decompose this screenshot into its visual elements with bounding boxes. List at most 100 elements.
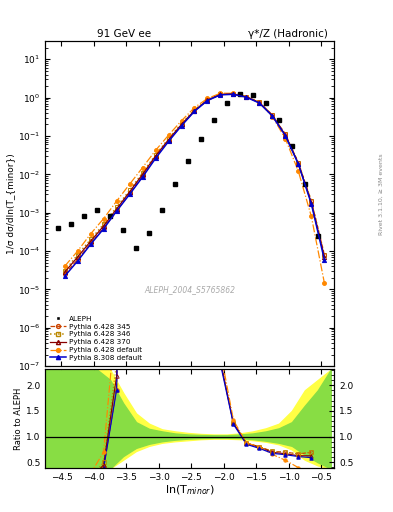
Pythia 6.428 346 — [127, 187, 132, 194]
Pythia 8.308 default — [153, 155, 158, 161]
ALEPH — [134, 245, 138, 251]
Pythia 8.308 default — [322, 257, 327, 263]
Pythia 6.428 345 — [179, 122, 184, 129]
X-axis label: ln(T$_{minor}$): ln(T$_{minor}$) — [165, 484, 215, 497]
Pythia 6.428 370 — [101, 223, 106, 229]
Pythia 6.428 default — [270, 114, 275, 120]
Pythia 6.428 345 — [127, 190, 132, 197]
ALEPH — [198, 136, 203, 142]
Pythia 6.428 346 — [257, 99, 262, 105]
Pythia 6.428 370 — [322, 254, 327, 260]
ALEPH — [108, 214, 112, 220]
Pythia 6.428 346 — [75, 252, 80, 258]
Pythia 8.308 default — [205, 97, 210, 103]
Pythia 6.428 default — [309, 214, 314, 220]
ALEPH — [185, 158, 190, 164]
Pythia 6.428 default — [75, 248, 80, 254]
Pythia 6.428 370 — [114, 206, 119, 212]
ALEPH — [173, 181, 177, 187]
Pythia 8.308 default — [309, 201, 314, 207]
Text: ALEPH_2004_S5765862: ALEPH_2004_S5765862 — [144, 286, 235, 294]
Pythia 6.428 370 — [205, 97, 210, 103]
Line: ALEPH: ALEPH — [56, 92, 320, 250]
ALEPH — [277, 117, 281, 123]
Pythia 6.428 345 — [192, 108, 197, 114]
Pythia 6.428 370 — [218, 91, 223, 97]
Pythia 8.308 default — [296, 161, 301, 167]
Pythia 6.428 346 — [309, 198, 314, 204]
ALEPH — [160, 206, 164, 212]
Pythia 6.428 345 — [283, 131, 288, 137]
Pythia 6.428 default — [153, 147, 158, 154]
Pythia 6.428 346 — [153, 152, 158, 158]
Pythia 6.428 370 — [153, 153, 158, 159]
ALEPH — [251, 92, 255, 98]
Pythia 8.308 default — [88, 241, 93, 247]
Pythia 6.428 346 — [231, 91, 236, 97]
ALEPH — [56, 225, 61, 231]
Pythia 6.428 370 — [283, 132, 288, 138]
Pythia 6.428 345 — [257, 99, 262, 105]
ALEPH — [121, 227, 125, 233]
Pythia 6.428 370 — [257, 99, 262, 105]
Pythia 6.428 default — [205, 95, 210, 101]
Pythia 6.428 345 — [153, 154, 158, 160]
Pythia 8.308 default — [270, 113, 275, 119]
Pythia 8.308 default — [75, 258, 80, 264]
Line: Pythia 6.428 default: Pythia 6.428 default — [63, 91, 326, 285]
Pythia 8.308 default — [140, 174, 145, 180]
Y-axis label: 1/σ dσ/dln(T_{minor}): 1/σ dσ/dln(T_{minor}) — [6, 153, 15, 254]
Pythia 6.428 346 — [218, 91, 223, 97]
Pythia 6.428 370 — [270, 113, 275, 119]
Pythia 6.428 370 — [75, 254, 80, 260]
ALEPH — [264, 100, 268, 106]
Pythia 6.428 345 — [140, 173, 145, 179]
Pythia 6.428 346 — [192, 107, 197, 113]
Pythia 6.428 default — [140, 164, 145, 170]
Pythia 8.308 default — [101, 226, 106, 232]
Pythia 6.428 370 — [244, 94, 249, 100]
ALEPH — [224, 100, 229, 106]
Pythia 6.428 346 — [140, 169, 145, 176]
ALEPH — [95, 206, 99, 212]
Line: Pythia 6.428 370: Pythia 6.428 370 — [62, 92, 327, 274]
Text: 91 GeV ee: 91 GeV ee — [97, 29, 151, 39]
Pythia 6.428 default — [127, 181, 132, 187]
Pythia 8.308 default — [257, 100, 262, 106]
Pythia 6.428 346 — [179, 120, 184, 126]
Pythia 6.428 default — [114, 198, 119, 204]
Pythia 6.428 default — [296, 168, 301, 175]
Pythia 6.428 default — [322, 280, 327, 286]
Pythia 6.428 default — [257, 99, 262, 105]
Pythia 6.428 346 — [205, 97, 210, 103]
Pythia 6.428 345 — [309, 198, 314, 204]
Line: Pythia 6.428 345: Pythia 6.428 345 — [63, 92, 326, 276]
Y-axis label: Ratio to ALEPH: Ratio to ALEPH — [14, 388, 23, 450]
Pythia 6.428 370 — [179, 121, 184, 127]
Pythia 6.428 345 — [322, 252, 327, 258]
Pythia 6.428 370 — [88, 238, 93, 244]
Text: Rivet 3.1.10, ≥ 3M events: Rivet 3.1.10, ≥ 3M events — [379, 154, 384, 236]
Pythia 6.428 370 — [62, 269, 67, 275]
Pythia 6.428 346 — [101, 221, 106, 227]
Pythia 6.428 345 — [88, 240, 93, 246]
Pythia 6.428 346 — [283, 131, 288, 137]
ALEPH — [238, 91, 242, 97]
Pythia 6.428 346 — [244, 94, 249, 100]
Pythia 8.308 default — [114, 208, 119, 214]
Pythia 6.428 346 — [296, 160, 301, 166]
Pythia 6.428 346 — [270, 112, 275, 118]
Pythia 6.428 345 — [231, 91, 236, 97]
Pythia 6.428 default — [101, 216, 106, 222]
ALEPH — [147, 230, 151, 236]
ALEPH — [211, 117, 216, 123]
Pythia 6.428 345 — [114, 208, 119, 214]
Pythia 8.308 default — [166, 138, 171, 144]
Pythia 6.428 370 — [127, 189, 132, 195]
Pythia 6.428 346 — [322, 252, 327, 258]
ALEPH — [303, 181, 307, 187]
Pythia 6.428 default — [166, 132, 171, 138]
ALEPH — [290, 143, 294, 149]
Pythia 8.308 default — [192, 108, 197, 114]
Pythia 6.428 default — [231, 90, 236, 96]
